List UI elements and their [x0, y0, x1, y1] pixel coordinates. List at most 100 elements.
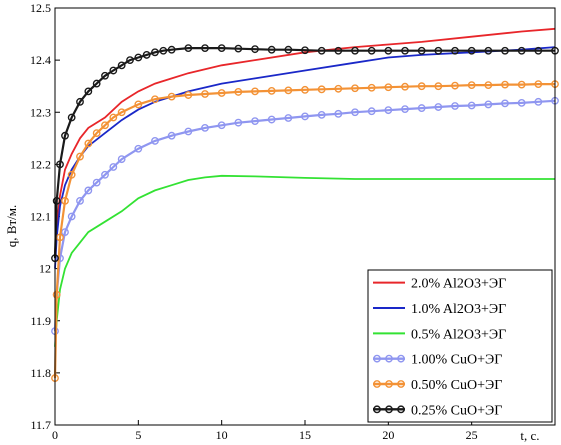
legend-marker: [397, 405, 405, 414]
series-point: [267, 86, 276, 95]
series-point: [267, 115, 276, 124]
series-point: [234, 88, 243, 96]
series-point: [117, 108, 126, 117]
series-point: [184, 44, 193, 53]
series-line-3: [53, 99, 556, 332]
series-point: [367, 83, 376, 92]
series-point: [267, 45, 276, 54]
series-point: [401, 82, 409, 91]
series-point: [92, 129, 101, 138]
y-tick-label: 11.8: [30, 366, 51, 380]
series-point: [134, 100, 143, 109]
legend-marker: [373, 354, 381, 363]
series-0: [54, 27, 556, 254]
y-tick-label: 12: [39, 262, 51, 276]
y-tick-label: 12.1: [30, 210, 51, 224]
series-point: [317, 46, 326, 55]
legend-entry-label: 0.25% CuO+ЭГ: [411, 403, 502, 418]
x-tick-label: 15: [299, 428, 311, 442]
series-point: [251, 117, 259, 126]
series-2: [54, 174, 555, 347]
y-tick-label: 12.5: [30, 1, 51, 15]
legend-marker: [373, 380, 381, 388]
series-point: [159, 46, 168, 55]
series-point: [217, 44, 226, 53]
y-tick-label: 11.9: [30, 314, 51, 328]
series-point: [142, 51, 151, 59]
series-point: [501, 46, 509, 55]
series-point: [201, 90, 209, 98]
series-line-1: [54, 46, 556, 269]
series-point: [484, 100, 493, 109]
series-point: [251, 45, 259, 54]
series-point: [284, 86, 293, 95]
series-point: [467, 81, 476, 90]
legend-marker: [385, 354, 393, 363]
legend-marker: [397, 354, 405, 363]
x-tick-label: 25: [466, 428, 478, 442]
series-point: [417, 46, 426, 55]
series-point: [61, 196, 69, 205]
legend-entry-label: 2.0% Al2O3+ЭГ: [411, 277, 506, 292]
series-line-2: [54, 174, 555, 347]
series-point: [61, 131, 69, 140]
y-tick-label: 12.3: [30, 105, 51, 119]
series-point: [101, 71, 109, 80]
series-point: [76, 196, 84, 205]
series-point: [84, 139, 93, 148]
series-point: [126, 56, 134, 65]
series-point: [467, 46, 476, 55]
series-point: [334, 46, 343, 55]
legend-marker: [397, 380, 405, 388]
legend-entry-label: 0.5% Al2O3+ЭГ: [411, 327, 506, 342]
series-point: [76, 97, 84, 106]
series-point: [451, 46, 459, 55]
ticks-layer: 0 5 10 15 20 25 11.7 11.8 11.9 12 12.1 12.2 12.3 12.4…: [30, 1, 478, 442]
y-tick-label: 12.2: [30, 157, 51, 171]
series-point: [434, 82, 443, 91]
series-point: [317, 110, 326, 119]
series-line-0: [54, 27, 556, 254]
series-point: [501, 99, 509, 108]
series-point: [234, 118, 243, 127]
series-point: [484, 81, 493, 90]
series-point: [401, 46, 409, 55]
x-tick-label: 10: [216, 428, 228, 442]
series-point: [117, 155, 126, 164]
series-point: [76, 152, 84, 161]
series-point: [367, 107, 376, 116]
series-point: [101, 121, 109, 130]
x-tick-label: 0: [52, 428, 58, 442]
x-tick-label: 20: [382, 428, 394, 442]
series-point: [417, 82, 426, 91]
series-1: [54, 46, 556, 269]
series-point: [52, 196, 61, 205]
x-axis-label: t, c.: [520, 428, 539, 443]
series-point: [92, 178, 101, 187]
y-tick-label: 12.4: [30, 53, 51, 67]
series-point: [434, 46, 443, 55]
legend-marker: [385, 405, 393, 414]
legend: 2.0% Al2O3+ЭГ 1.0% Al2O3+ЭГ 0.5% Al2O3+ЭГ 1…: [367, 269, 553, 423]
series-point: [384, 106, 393, 115]
series-point: [534, 80, 543, 89]
series-point: [517, 80, 526, 89]
legend-entry-label: 0.50% CuO+ЭГ: [411, 378, 502, 393]
series-point: [217, 121, 226, 130]
legend-entry-label: 1.0% Al2O3+ЭГ: [411, 302, 506, 317]
series-point: [351, 46, 359, 55]
series-point: [517, 46, 526, 55]
series-5: [51, 44, 559, 263]
series-point: [467, 101, 476, 110]
series-point: [67, 212, 76, 221]
series-point: [217, 89, 226, 97]
y-axis-label: q, Вт/м.: [4, 205, 19, 247]
series-point: [401, 105, 409, 114]
series-point: [56, 160, 64, 169]
series-point: [184, 91, 193, 99]
series-point: [284, 45, 293, 54]
series-line-5: [53, 46, 555, 259]
series-point: [234, 44, 243, 53]
series-point: [109, 113, 118, 122]
